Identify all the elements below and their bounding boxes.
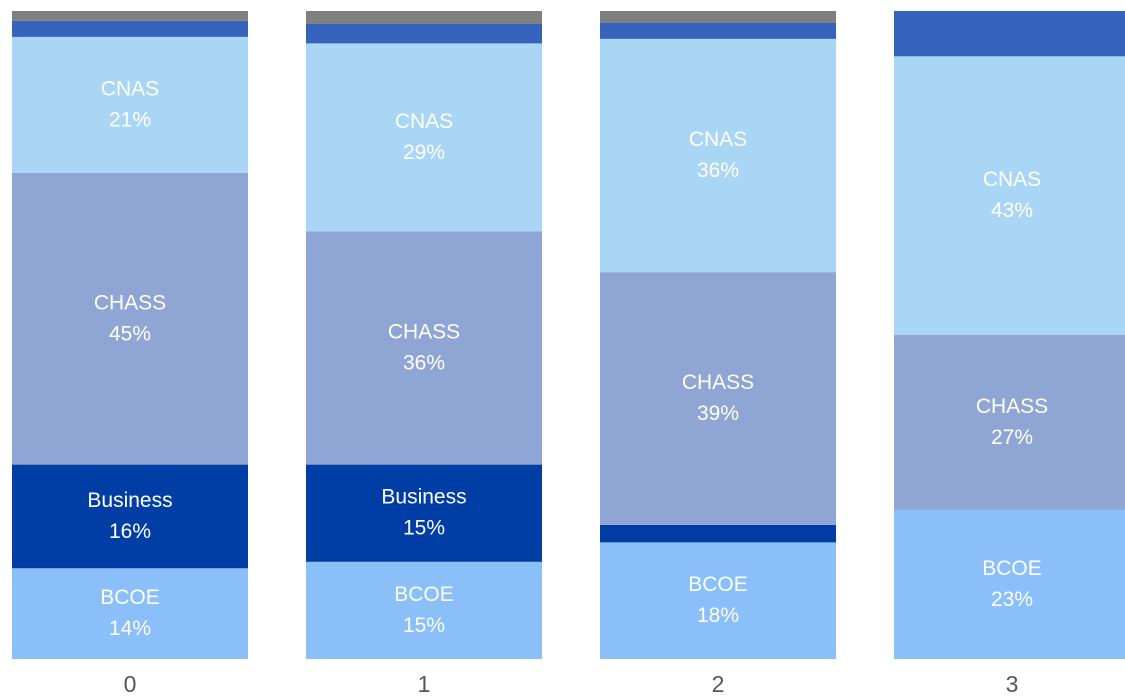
data-label: 43%: [991, 199, 1033, 222]
bar-segment: [600, 11, 836, 23]
data-label: 14%: [109, 617, 151, 640]
segment-name: CHASS: [388, 321, 460, 344]
bar-segment: [12, 36, 248, 173]
data-label: 27%: [991, 426, 1033, 449]
data-label: 15%: [403, 614, 445, 637]
segment-name: BCOE: [394, 583, 454, 606]
x-tick-label: 1: [418, 671, 431, 697]
bar-segment: [12, 11, 248, 21]
data-label: 45%: [109, 322, 151, 345]
bar-segment: [306, 231, 542, 465]
bar-segment: [306, 561, 542, 659]
data-label: 36%: [403, 352, 445, 375]
bar-segment: [306, 11, 542, 24]
segment-name: CHASS: [976, 395, 1048, 418]
segment-name: BCOE: [688, 573, 748, 596]
bar-segment: [894, 509, 1125, 659]
data-label: 36%: [697, 159, 739, 182]
segment-name: CNAS: [983, 168, 1041, 191]
bar-segment: [306, 464, 542, 562]
data-label: 18%: [697, 604, 739, 627]
bar-segment: [12, 20, 248, 37]
data-label: 29%: [403, 141, 445, 164]
bar-segment: [600, 38, 836, 273]
segment-name: Business: [87, 489, 172, 512]
x-tick-label: 2: [712, 671, 725, 697]
data-label: 39%: [697, 402, 739, 425]
bar-segment: [894, 56, 1125, 336]
bar-segment: [12, 173, 248, 465]
segment-name: BCOE: [100, 586, 160, 609]
bar-segment: [12, 568, 248, 659]
bar-segment: [600, 22, 836, 39]
x-tick-label: 0: [124, 671, 137, 697]
bar-segment: [306, 23, 542, 44]
data-label: 15%: [403, 517, 445, 540]
segment-name: BCOE: [982, 557, 1042, 580]
bar-segment: [894, 11, 1125, 57]
bar-segment: [894, 335, 1125, 510]
x-tick-label: 3: [1006, 671, 1019, 697]
bar-segment: [600, 272, 836, 525]
segment-name: CNAS: [395, 110, 453, 133]
bar-segment: [600, 542, 836, 659]
segment-name: Business: [381, 486, 466, 509]
data-label: 23%: [991, 588, 1033, 611]
bar-segment: [306, 43, 542, 232]
segment-name: CNAS: [689, 128, 747, 151]
data-label: 21%: [109, 109, 151, 132]
data-label: 16%: [109, 520, 151, 543]
segment-name: CNAS: [101, 78, 159, 101]
segment-name: CHASS: [94, 291, 166, 314]
bar-segment: [600, 524, 836, 543]
bar-segment: [12, 464, 248, 569]
segment-name: CHASS: [682, 371, 754, 394]
